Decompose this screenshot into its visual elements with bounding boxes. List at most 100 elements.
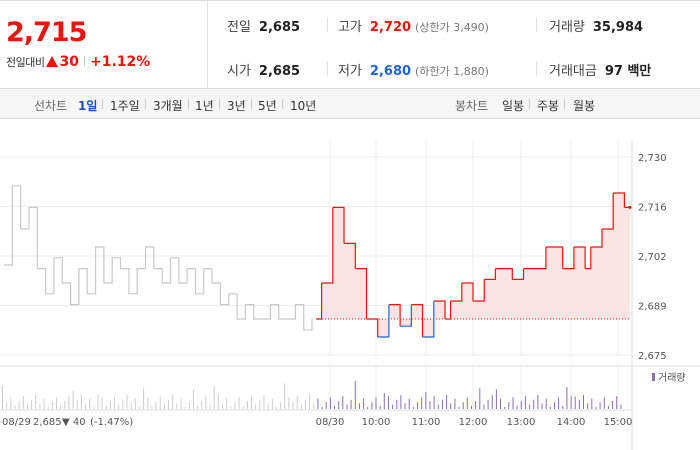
volume-bar [616, 396, 618, 409]
volume-bar [205, 396, 207, 409]
volume-bar [151, 405, 153, 409]
volume-bar [325, 402, 327, 409]
period-3y[interactable]: 3년 [227, 99, 246, 113]
open-value: 2,685 [258, 64, 301, 79]
prev-day-price-line [4, 185, 313, 331]
lower-limit: (하한가 1,880) [415, 65, 489, 78]
divider [327, 18, 328, 32]
prev-close-label: 전일 [227, 20, 251, 35]
volume-bar [578, 399, 580, 409]
volume-bar [296, 396, 298, 409]
volume-value: 35,984 [592, 20, 644, 35]
volume-bar [60, 405, 62, 409]
x-tick-label: 14:00 [557, 417, 586, 428]
volume-bar [425, 391, 427, 409]
volume-legend-swatch [652, 373, 655, 381]
period-bar: 선차트 1일 1주일 3개월 1년 3년 5년 10년 봉차트 일봉 주봉 월봉 [0, 89, 700, 119]
volume-legend-label: 거래량 [658, 372, 686, 384]
volume-cell: 거래량 35,984 [549, 16, 643, 35]
volume-bar [595, 407, 597, 409]
period-1d[interactable]: 1일 [78, 99, 98, 113]
candle-monthly[interactable]: 월봉 [573, 99, 596, 113]
volume-bar [441, 399, 443, 409]
prev-close-value: 2,685 [258, 20, 301, 35]
volume-bar [122, 399, 124, 409]
volume-bar [520, 401, 522, 409]
period-3m[interactable]: 3개월 [153, 99, 183, 113]
volume-bar [22, 396, 24, 409]
volume-bar [433, 396, 435, 409]
volume-bar [620, 404, 622, 409]
period-1w[interactable]: 1주일 [110, 99, 140, 113]
low-value: 2,680 [369, 64, 412, 79]
volume-bar [587, 403, 589, 409]
divider [536, 18, 537, 32]
volume-bar [558, 397, 560, 409]
divider [219, 99, 220, 109]
volume-bar [342, 396, 344, 409]
volume-bar [172, 395, 174, 409]
x-tick-label: 08/30 [316, 417, 345, 428]
period-5y[interactable]: 5년 [258, 99, 277, 113]
x-tick-label: 10:00 [362, 417, 391, 428]
volume-bar [192, 389, 194, 409]
volume-bar [408, 398, 410, 409]
open-cell: 시가 2,685 [227, 60, 300, 79]
volume-bar [512, 397, 514, 409]
current-price: 2,715 [6, 17, 87, 48]
volume-bar [64, 401, 66, 409]
volume-bar [516, 405, 518, 409]
volume-bar [367, 407, 369, 409]
volume-bar [89, 398, 91, 409]
volume-bar [371, 402, 373, 409]
divider [251, 99, 252, 109]
price-line-up [316, 192, 630, 337]
volume-bar [429, 401, 431, 409]
volume-bar [213, 385, 215, 409]
volume-bar [317, 398, 319, 409]
period-1y[interactable]: 1년 [195, 99, 214, 113]
volume-bar [271, 398, 273, 409]
volume-bar [305, 399, 306, 409]
volume-bar [126, 395, 128, 409]
volume-bar [570, 396, 572, 409]
volume-bar [51, 402, 53, 409]
volume-bar [143, 388, 145, 409]
volume-bar [508, 402, 510, 409]
y-tick-label: 2,675 [638, 351, 667, 362]
volume-bar [300, 404, 302, 409]
amount-label: 거래대금 [549, 64, 597, 79]
low-cell: 저가 2,680 (하한가 1,880) [338, 60, 489, 79]
volume-bar [130, 403, 132, 409]
last-price-point [628, 205, 632, 209]
volume-bar [242, 405, 244, 409]
volume-bar [421, 397, 423, 409]
volume-bar [500, 398, 501, 409]
volume-bar [284, 383, 286, 409]
candle-daily[interactable]: 일봉 [502, 99, 525, 113]
quote-header: 2,715 전일대비 30 +1.12% 전일 2,685 시가 2,685 고가 2,7… [0, 0, 700, 89]
price-area-fill [316, 193, 630, 337]
candle-weekly[interactable]: 주봉 [537, 99, 560, 113]
divider [145, 99, 146, 109]
volume-bar [549, 407, 551, 409]
volume-bar [437, 404, 439, 409]
volume-bar [479, 388, 481, 409]
volume-bar [288, 397, 290, 409]
upper-limit: (상한가 3,490) [415, 21, 489, 34]
volume-bar [280, 402, 282, 409]
high-cell: 고가 2,720 (상한가 3,490) [338, 16, 489, 35]
divider [102, 99, 103, 109]
volume-bar [495, 389, 497, 409]
volume-bar [375, 397, 377, 409]
volume-bar [396, 399, 398, 409]
volume-bar [383, 393, 385, 409]
volume-bar [97, 394, 99, 409]
change-value: 30 [59, 54, 79, 70]
volume-bar [458, 407, 460, 409]
volume-bar [222, 403, 223, 409]
volume-bar [14, 405, 16, 409]
volume-bar [400, 395, 402, 409]
period-10y[interactable]: 10년 [290, 99, 317, 113]
volume-bar [259, 399, 261, 409]
